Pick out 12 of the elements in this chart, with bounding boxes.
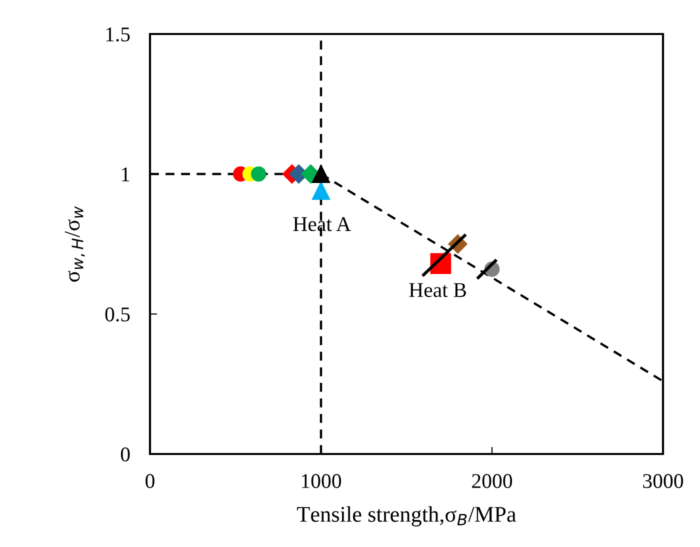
y-tick-label: 1.5	[106, 27, 130, 42]
y-tick-label: 1	[122, 167, 130, 182]
x-axis-title: Tensile strength,σ$_{B}$/MPa	[297, 506, 516, 526]
x-tick-label: 1000	[302, 474, 342, 488]
y-tick-label: 0	[120, 447, 130, 462]
y-axis-title: σ$_{w,H}$/σ$_{w}$	[64, 206, 85, 282]
x-tick-label: 0	[146, 474, 154, 488]
x-tick-label: 3000	[643, 474, 684, 488]
x-tick-label: 2000	[472, 474, 512, 488]
annotation: Heat B	[409, 283, 466, 298]
annotation: Heat A	[293, 217, 351, 232]
y-tick-label: 0.5	[105, 307, 130, 322]
